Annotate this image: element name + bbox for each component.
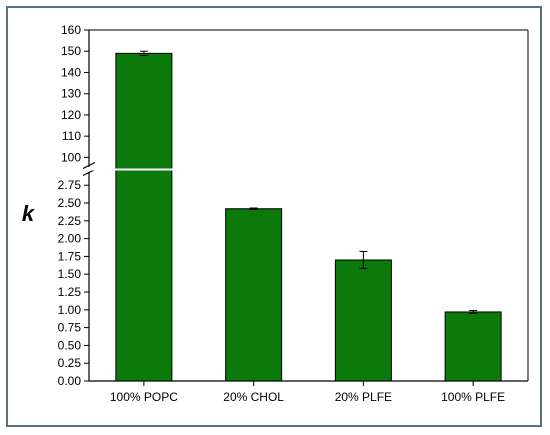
x-tick-label: 20% CHOL bbox=[223, 390, 284, 404]
y-tick-label: 2.50 bbox=[58, 196, 82, 210]
y-tick-label: 1.50 bbox=[58, 267, 82, 281]
y-tick-label: 0.50 bbox=[58, 338, 82, 352]
y-tick-label: 2.00 bbox=[58, 232, 82, 246]
y-tick-label: 1.00 bbox=[58, 303, 82, 317]
y-tick-label: 0.75 bbox=[58, 321, 82, 335]
y-tick-label: 2.25 bbox=[58, 214, 82, 228]
y-tick-label: 100 bbox=[61, 150, 81, 164]
y-axis-label: k bbox=[22, 201, 36, 226]
x-tick-label: 100% POPC bbox=[110, 390, 178, 404]
bar bbox=[444, 311, 502, 382]
y-tick-label: 130 bbox=[61, 87, 81, 101]
bar bbox=[225, 208, 283, 382]
x-tick-label: 20% PLFE bbox=[335, 390, 392, 404]
y-tick-label: 0.25 bbox=[58, 356, 82, 370]
bar bbox=[115, 52, 173, 382]
y-tick-label: 120 bbox=[61, 108, 81, 122]
y-tick-label: 160 bbox=[61, 23, 81, 37]
y-tick-label: 2.75 bbox=[58, 178, 82, 192]
y-tick-label: 150 bbox=[61, 44, 81, 58]
y-tick-label: 1.75 bbox=[58, 249, 82, 263]
y-tick-label: 110 bbox=[62, 129, 81, 143]
axis-break-gap bbox=[88, 168, 527, 171]
axis-break-mark bbox=[82, 161, 96, 170]
y-tick-label: 140 bbox=[61, 65, 81, 79]
y-tick-label: 0.00 bbox=[58, 374, 82, 388]
x-tick-label: 100% PLFE bbox=[441, 390, 505, 404]
y-tick-label: 1.25 bbox=[58, 285, 82, 299]
bar bbox=[334, 259, 392, 382]
